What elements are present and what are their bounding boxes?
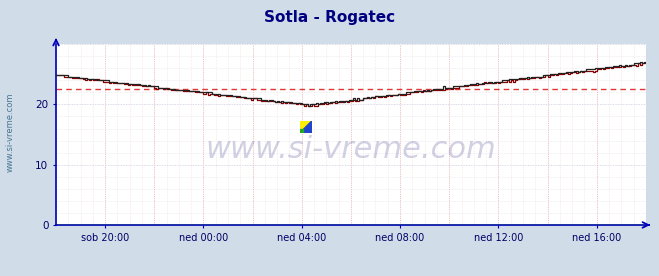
Text: Sotla - Rogatec: Sotla - Rogatec <box>264 10 395 25</box>
Text: www.si-vreme.com: www.si-vreme.com <box>206 134 496 163</box>
Bar <box>300 129 303 133</box>
Text: www.si-vreme.com: www.si-vreme.com <box>5 93 14 172</box>
Polygon shape <box>300 121 312 133</box>
Polygon shape <box>300 121 312 133</box>
